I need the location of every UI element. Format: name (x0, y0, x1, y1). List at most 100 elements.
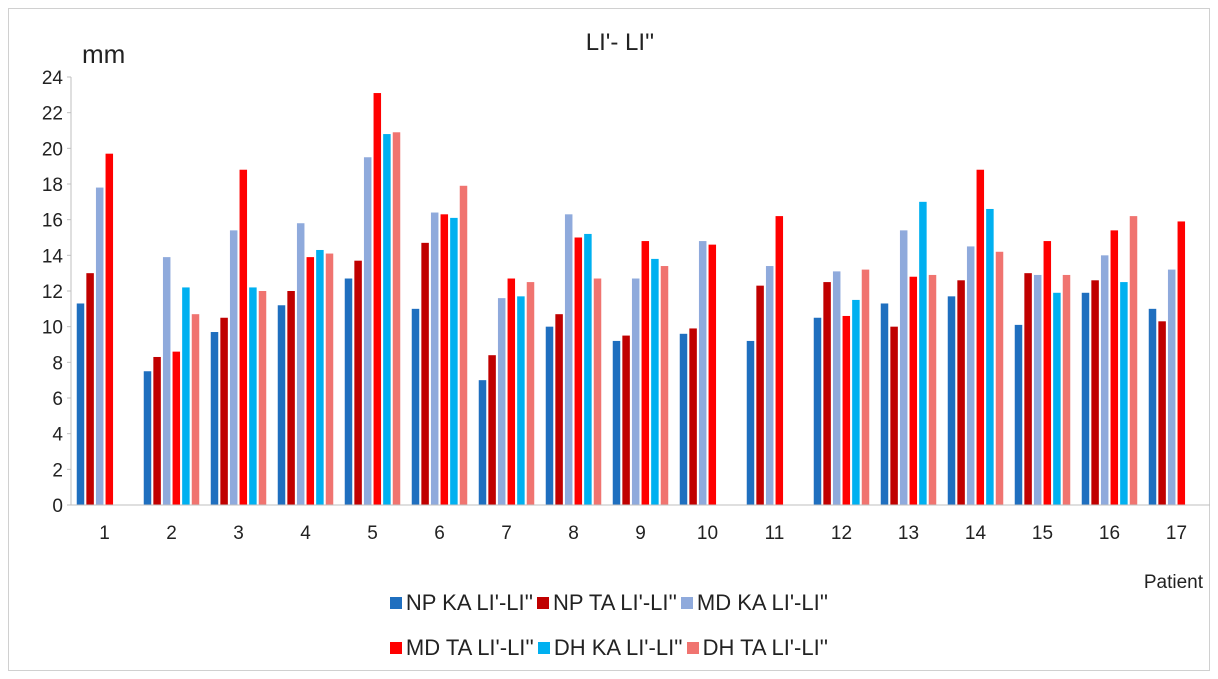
bar (880, 303, 889, 505)
bar (1053, 292, 1061, 505)
legend-label: DH KA LI'-LI'' (553, 635, 683, 660)
bar (392, 132, 401, 506)
bar (316, 249, 324, 505)
bar (1091, 280, 1099, 505)
bar (574, 237, 583, 505)
bar (421, 242, 429, 505)
bar (1167, 269, 1176, 505)
legend-item: DH KA LI'-LI'' (537, 635, 683, 661)
bar (928, 274, 937, 505)
bar (1120, 282, 1128, 505)
bar (526, 282, 535, 505)
bar (450, 217, 458, 505)
bar (689, 328, 697, 505)
bar (861, 269, 870, 505)
bar (1043, 241, 1052, 506)
y-tick-label: 10 (42, 318, 63, 339)
legend-row-2: MD TA LI'-LI'' DH KA LI'-LI'' DH TA LI'-LI… (0, 635, 1218, 661)
bar (1014, 324, 1023, 505)
x-tick-label: 16 (1099, 523, 1120, 544)
bar (1081, 292, 1090, 505)
bar (986, 208, 994, 505)
x-tick-label: 15 (1032, 523, 1053, 544)
legend-swatch (389, 642, 402, 654)
bar (488, 355, 496, 505)
bar (775, 216, 784, 505)
bar (765, 266, 774, 505)
bar (832, 271, 841, 505)
x-tick-label: 10 (697, 523, 718, 544)
legend-swatch (537, 642, 550, 654)
y-tick-label: 22 (42, 104, 63, 125)
y-tick-label: 6 (52, 389, 63, 410)
legend-swatch (537, 597, 550, 609)
bar (277, 305, 286, 505)
bar (517, 296, 525, 505)
legend-item: MD KA LI'-LI'' (680, 590, 829, 616)
x-tick-label: 17 (1166, 523, 1187, 544)
bar (95, 187, 104, 506)
y-tick-label: 18 (42, 175, 63, 196)
legend-swatch (680, 597, 693, 609)
bar (899, 230, 908, 505)
bar (478, 380, 487, 505)
bar (957, 280, 965, 505)
bar (976, 169, 985, 505)
legend-label: NP TA LI'-LI'' (553, 590, 677, 615)
bar (507, 278, 516, 505)
legend-item: MD TA LI'-LI'' (389, 635, 534, 661)
y-tick-label: 4 (52, 425, 63, 446)
bar (555, 314, 563, 505)
x-tick-label: 1 (99, 523, 110, 544)
bar (143, 371, 152, 505)
bar (182, 287, 190, 505)
legend-label: NP KA LI'-LI'' (405, 590, 534, 615)
x-tick-label: 13 (898, 523, 919, 544)
legend-label: MD KA LI'-LI'' (696, 590, 829, 615)
legend-item: DH TA LI'-LI'' (686, 635, 829, 661)
y-tick-label: 12 (42, 282, 63, 303)
bar (651, 258, 659, 505)
bar (344, 278, 353, 505)
bar (363, 157, 372, 505)
x-tick-label: 6 (434, 523, 445, 544)
y-tick-label: 0 (52, 496, 63, 517)
bars-group (76, 93, 1186, 506)
legend-row-1: NP KA LI'-LI'' NP TA LI'-LI'' MD KA LI'-LI… (0, 590, 1218, 616)
x-axis: 1 2 3 4 5 6 7 8 9 10 11 12 13 14 15 16 17 (71, 504, 1210, 544)
bar (545, 326, 554, 505)
bar (1100, 255, 1109, 505)
bar (919, 201, 927, 506)
bar (631, 278, 640, 505)
bar (430, 212, 439, 506)
x-tick-label: 3 (233, 523, 244, 544)
y-axis-label: mm (82, 39, 125, 69)
bar (440, 214, 449, 506)
bar (708, 244, 717, 505)
bar (622, 335, 630, 505)
bar (947, 296, 956, 505)
bar (813, 317, 822, 505)
bar (852, 299, 860, 505)
bar (1024, 273, 1032, 505)
x-tick-label: 14 (965, 523, 987, 544)
y-tick-label: 20 (42, 139, 63, 160)
y-tick-label: 24 (42, 68, 64, 89)
y-tick-label: 2 (52, 460, 63, 481)
x-tick-label: 4 (300, 523, 311, 544)
x-tick-label: 11 (765, 523, 785, 544)
bar (842, 315, 851, 505)
bar (411, 308, 420, 505)
bar (995, 251, 1004, 505)
x-tick-label: 2 (166, 523, 177, 544)
bar (325, 253, 334, 505)
chart-frame (8, 8, 1210, 671)
bar (1158, 321, 1166, 505)
bar (220, 317, 228, 505)
bar (153, 356, 161, 505)
bar (1033, 274, 1042, 505)
x-tick-label: 12 (831, 523, 852, 544)
legend-label: DH TA LI'-LI'' (702, 635, 829, 660)
bar (679, 333, 688, 505)
